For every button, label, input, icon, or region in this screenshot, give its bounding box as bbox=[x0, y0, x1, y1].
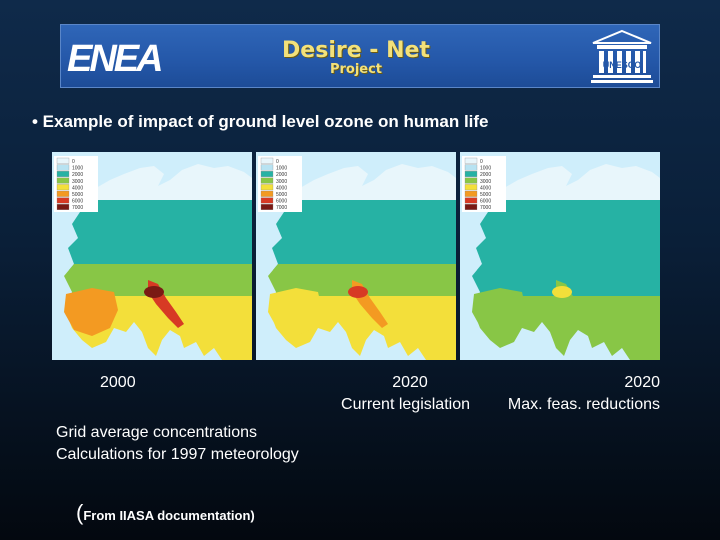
legend-label: 1000 bbox=[276, 166, 287, 172]
legend-label: 2000 bbox=[276, 172, 287, 178]
legend-swatch bbox=[56, 171, 70, 177]
caption-scenario: Current legislation bbox=[341, 396, 470, 413]
legend-label: 2000 bbox=[72, 172, 83, 178]
legend-label: 0 bbox=[72, 159, 75, 165]
legend-label: 4000 bbox=[480, 185, 491, 191]
legend-label: 4000 bbox=[276, 185, 287, 191]
source-credit: (From IIASA documentation) bbox=[76, 500, 255, 526]
legend-swatch bbox=[56, 184, 70, 191]
legend-label: 4000 bbox=[72, 185, 83, 191]
caption-year: 2020 bbox=[624, 374, 660, 391]
legend-label: 5000 bbox=[72, 192, 83, 198]
note-grid-average: Grid average concentrations bbox=[56, 424, 257, 441]
legend-swatch bbox=[260, 164, 274, 171]
legend-swatch bbox=[464, 197, 478, 204]
legend-swatch bbox=[260, 157, 274, 164]
banner-subtitle: Project bbox=[329, 62, 383, 77]
source-text: From IIASA documentation bbox=[83, 508, 251, 523]
legend-swatch bbox=[56, 204, 70, 210]
legend-swatch bbox=[260, 190, 274, 197]
legend-label: 0 bbox=[276, 159, 279, 165]
legend-label: 3000 bbox=[480, 179, 491, 185]
legend-label: 1000 bbox=[72, 166, 83, 172]
map-2020-current-legislation: 0 1000 2000 3000 4000 5000 6000 7000 bbox=[256, 152, 456, 360]
map-2020-max-feasible-reductions: 0 1000 2000 3000 4000 5000 6000 7000 bbox=[460, 152, 660, 360]
legend-label: 1000 bbox=[480, 166, 491, 172]
legend-label: 7000 bbox=[72, 205, 83, 211]
legend-swatch bbox=[464, 157, 478, 164]
po-valley-hotspot bbox=[552, 286, 572, 298]
header-banner: ENEA Desire - Net Project UNESCO bbox=[60, 24, 660, 88]
legend-swatch bbox=[464, 177, 478, 184]
caption-map-2020-current: 2020 Current legislation bbox=[310, 372, 470, 416]
caption-year: 2020 bbox=[392, 374, 428, 391]
iberia-zone bbox=[472, 288, 526, 336]
svg-text:UNESCO: UNESCO bbox=[603, 60, 642, 70]
caption-map-2020-max: 2020 Max. feas. reductions bbox=[484, 372, 660, 416]
legend-swatch bbox=[56, 157, 70, 164]
legend-swatch bbox=[260, 171, 274, 177]
legend-label: 6000 bbox=[276, 199, 287, 205]
legend-swatch bbox=[464, 171, 478, 177]
legend-swatch bbox=[464, 164, 478, 171]
legend-label: 5000 bbox=[276, 192, 287, 198]
legend-label: 3000 bbox=[276, 179, 287, 185]
legend-swatch bbox=[260, 197, 274, 204]
legend-swatch bbox=[260, 204, 274, 210]
iberia-zone bbox=[268, 288, 322, 336]
map-2000: 0 1000 2000 3000 4000 5000 6000 7000 bbox=[52, 152, 252, 360]
legend-swatch bbox=[260, 177, 274, 184]
iberia-zone bbox=[64, 288, 118, 336]
notes: Grid average concentrations Calculations… bbox=[56, 422, 299, 466]
note-meteorology: Calculations for 1997 meteorology bbox=[56, 446, 299, 463]
legend-label: 7000 bbox=[480, 205, 491, 211]
legend-label: 7000 bbox=[276, 205, 287, 211]
legend-swatch bbox=[464, 184, 478, 191]
caption-map-2000: 2000 bbox=[100, 372, 136, 394]
legend-label: 6000 bbox=[72, 199, 83, 205]
legend-swatch bbox=[56, 190, 70, 197]
legend-swatch bbox=[260, 184, 274, 191]
legend-swatch bbox=[56, 177, 70, 184]
legend-swatch bbox=[56, 197, 70, 204]
po-valley-hotspot bbox=[144, 286, 164, 298]
legend-label: 3000 bbox=[72, 179, 83, 185]
source-close-paren: ) bbox=[250, 508, 255, 523]
legend-label: 5000 bbox=[480, 192, 491, 198]
legend-swatch bbox=[56, 164, 70, 171]
legend-label: 6000 bbox=[480, 199, 491, 205]
banner-title: Desire - Net bbox=[282, 38, 430, 63]
bullet-heading: • Example of impact of ground level ozon… bbox=[32, 112, 489, 131]
caption-scenario: Max. feas. reductions bbox=[507, 396, 660, 413]
caption-year: 2000 bbox=[100, 374, 136, 391]
source-open-paren: ( bbox=[76, 500, 84, 525]
legend-swatch bbox=[464, 204, 478, 210]
legend-swatch bbox=[464, 190, 478, 197]
legend-label: 0 bbox=[480, 159, 483, 165]
po-valley-hotspot bbox=[348, 286, 368, 298]
unesco-logo: UNESCO bbox=[591, 29, 653, 83]
legend-label: 2000 bbox=[480, 172, 491, 178]
enea-logo: ENEA bbox=[67, 38, 164, 80]
